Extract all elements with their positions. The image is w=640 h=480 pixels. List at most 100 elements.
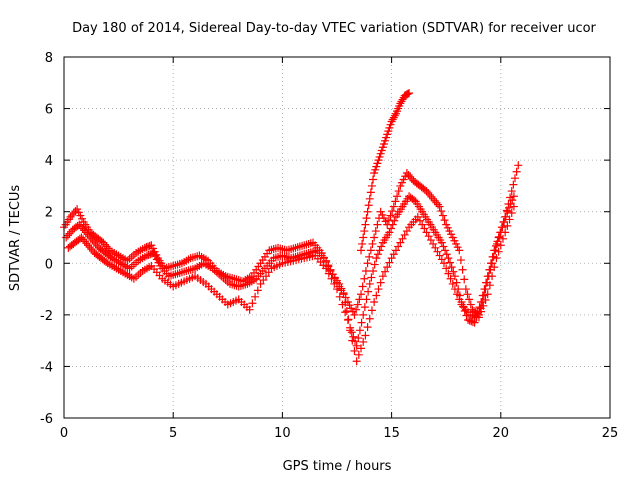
data-point	[467, 317, 476, 326]
data-point	[405, 89, 414, 98]
data-point	[483, 290, 492, 299]
data-point	[352, 305, 361, 314]
data-point	[373, 220, 382, 229]
data-point	[465, 295, 474, 304]
data-point	[404, 170, 413, 179]
data-point	[461, 285, 470, 294]
data-point	[435, 202, 444, 211]
data-point	[389, 202, 398, 211]
data-point	[365, 252, 374, 261]
data-point	[63, 231, 72, 240]
data-point	[86, 234, 95, 243]
data-point	[282, 252, 291, 261]
data-point	[486, 259, 495, 268]
y-tick-label: -6	[40, 412, 53, 427]
data-point	[365, 314, 374, 323]
chart-title: Day 180 of 2014, Sidereal Day-to-day VTE…	[72, 21, 596, 36]
data-point	[367, 181, 376, 190]
data-point	[87, 245, 96, 254]
data-point	[343, 316, 352, 325]
data-point	[363, 259, 372, 268]
data-point	[357, 246, 366, 255]
data-point	[366, 188, 375, 197]
data-point	[75, 234, 84, 243]
data-point	[357, 344, 366, 353]
data-point	[426, 236, 435, 245]
x-tick-label: 0	[60, 426, 68, 441]
data-point	[494, 247, 503, 256]
data-point	[99, 238, 108, 247]
data-point	[390, 111, 399, 120]
data-point	[144, 250, 153, 259]
data-point	[71, 207, 80, 216]
data-point	[234, 282, 243, 291]
data-point	[182, 267, 191, 276]
data-points	[60, 89, 523, 366]
data-point	[364, 287, 373, 296]
data-point	[402, 227, 411, 236]
data-point	[171, 261, 180, 270]
data-point	[77, 233, 86, 242]
data-point	[348, 336, 357, 345]
data-point	[79, 235, 88, 244]
data-point	[474, 313, 483, 322]
x-tick-label: 5	[169, 426, 177, 441]
data-point	[450, 285, 459, 294]
data-point	[429, 239, 438, 248]
data-point	[75, 220, 84, 229]
data-point	[381, 267, 390, 276]
data-point	[478, 291, 487, 300]
x-tick-label: 15	[383, 426, 400, 441]
data-point	[368, 239, 377, 248]
data-point	[376, 278, 385, 287]
data-point	[496, 241, 505, 250]
data-point	[354, 334, 363, 343]
data-point	[371, 227, 380, 236]
data-point	[78, 224, 87, 233]
data-point	[415, 216, 424, 225]
data-point	[284, 245, 293, 254]
data-point	[437, 207, 446, 216]
data-point	[510, 174, 519, 183]
data-point	[353, 300, 362, 309]
data-point	[142, 243, 151, 252]
data-point	[362, 295, 371, 304]
data-point	[492, 254, 501, 263]
data-point	[278, 251, 287, 260]
data-point	[362, 214, 371, 223]
data-point	[458, 265, 467, 274]
data-point	[367, 306, 376, 315]
data-point	[91, 239, 100, 248]
data-point	[370, 297, 379, 306]
data-point	[132, 272, 141, 281]
data-point	[375, 246, 384, 255]
y-tick-label: -2	[40, 309, 53, 324]
data-point	[367, 273, 376, 282]
data-point	[434, 200, 443, 209]
grid	[64, 57, 610, 418]
data-point	[365, 279, 374, 288]
data-point	[442, 250, 451, 259]
data-point	[455, 295, 464, 304]
data-point	[65, 229, 74, 238]
data-point	[389, 250, 398, 259]
data-point	[184, 266, 193, 275]
data-point	[396, 238, 405, 247]
data-point	[391, 197, 400, 206]
data-point	[485, 281, 494, 290]
data-point	[441, 246, 450, 255]
data-point	[293, 243, 302, 252]
data-point	[327, 274, 336, 283]
data-point	[435, 251, 444, 260]
data-point	[302, 240, 311, 249]
data-point	[269, 245, 278, 254]
data-point	[225, 279, 234, 288]
data-point	[488, 252, 497, 261]
data-point	[169, 270, 178, 279]
data-point	[73, 221, 82, 230]
data-point	[409, 196, 418, 205]
data-point	[431, 243, 440, 252]
data-point	[358, 239, 367, 248]
data-point	[501, 228, 510, 237]
data-point	[364, 201, 373, 210]
